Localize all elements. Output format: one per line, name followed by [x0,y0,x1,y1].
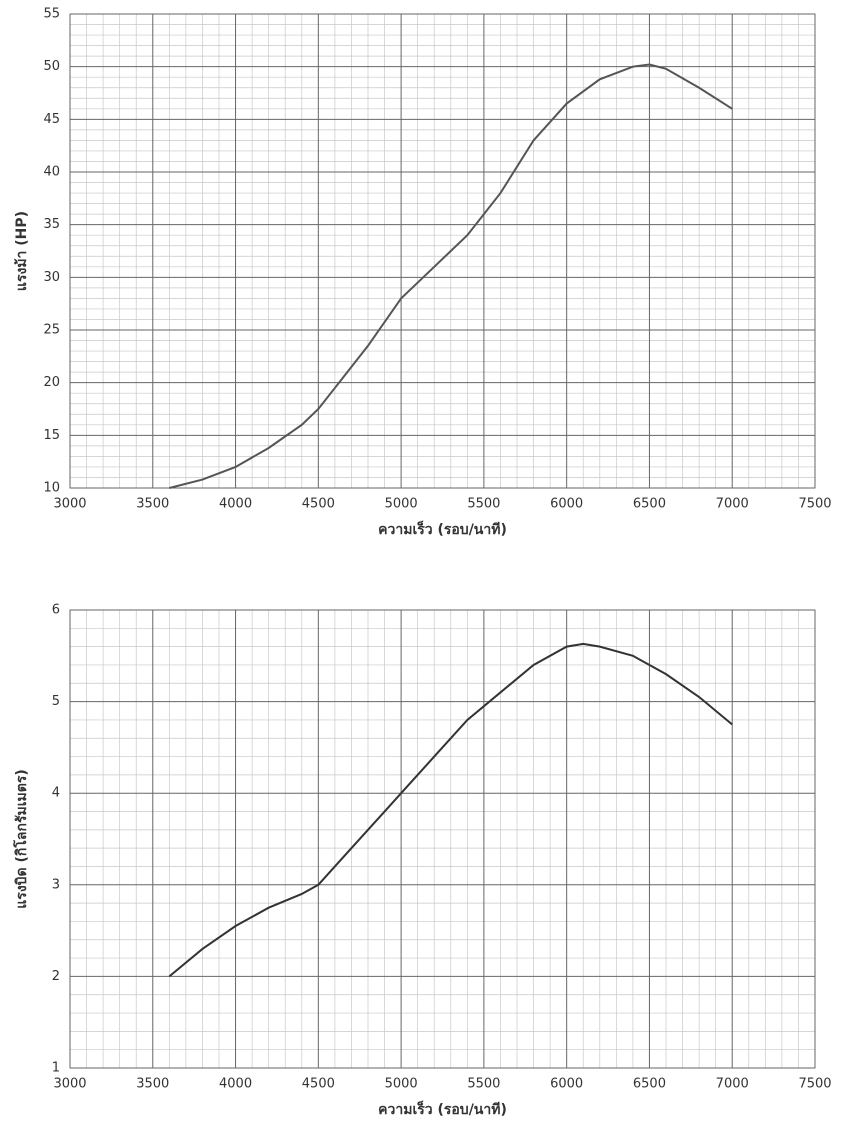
x-tick-label: 5000 [385,1077,418,1092]
x-tick-label: 3000 [53,1077,86,1092]
x-axis-title: ความเร็ว (รอบ/นาที) [378,520,507,538]
y-tick-label: 1 [52,1061,60,1076]
x-tick-label: 7000 [716,497,749,512]
y-tick-label: 2 [52,969,60,984]
y-tick-label: 20 [43,375,60,390]
data-line [169,63,733,489]
chart: 3000 3500 4000 4500 5000 5500 6000 6500 7000 7500… [12,603,832,1119]
x-axis-title: ความเร็ว (รอบ/นาที) [378,1100,507,1118]
y-tick-label: 40 [43,165,60,180]
y-tick-label: 50 [43,59,60,74]
plot-area [69,13,816,489]
y-tick-label: 15 [43,428,60,443]
y-axis-title: แรงบิด (กิโลกรัมเมตร) [12,769,30,908]
y-tick-label: 3 [52,877,60,892]
y-tick-label: 5 [52,694,60,709]
x-tick-label: 7000 [716,1077,749,1092]
y-tick-label: 45 [43,112,60,127]
x-tick-label: 6000 [550,497,583,512]
chart: 3000 3500 4000 4500 5000 5500 6000 6500 7000 7500… [14,7,832,539]
x-tick-label: 4000 [219,497,252,512]
x-tick-label: 7500 [798,1077,831,1092]
plot-area [69,609,816,1069]
x-tick-label: 5500 [467,1077,500,1092]
y-tick-label: 4 [52,786,60,801]
x-tick-label: 6500 [633,497,666,512]
x-tick-label: 6500 [633,1077,666,1092]
y-axis-title: แรงม้า (HP) [14,211,30,291]
x-tick-label: 4000 [219,1077,252,1092]
y-tick-label: 25 [43,323,60,338]
x-tick-label: 4500 [302,1077,335,1092]
y-tick-label: 35 [43,217,60,232]
x-tick-label: 6000 [550,1077,583,1092]
x-tick-label: 5500 [467,497,500,512]
x-tick-label: 7500 [798,497,831,512]
x-tick-label: 5000 [385,497,418,512]
data-line [168,642,733,978]
y-tick-label: 55 [43,7,60,22]
x-tick-label: 4500 [302,497,335,512]
y-tick-label: 30 [43,270,60,285]
x-tick-label: 3500 [136,1077,169,1092]
y-tick-label: 6 [52,603,60,618]
x-tick-label: 3000 [53,497,86,512]
x-tick-label: 3500 [136,497,169,512]
y-tick-label: 10 [43,481,60,496]
